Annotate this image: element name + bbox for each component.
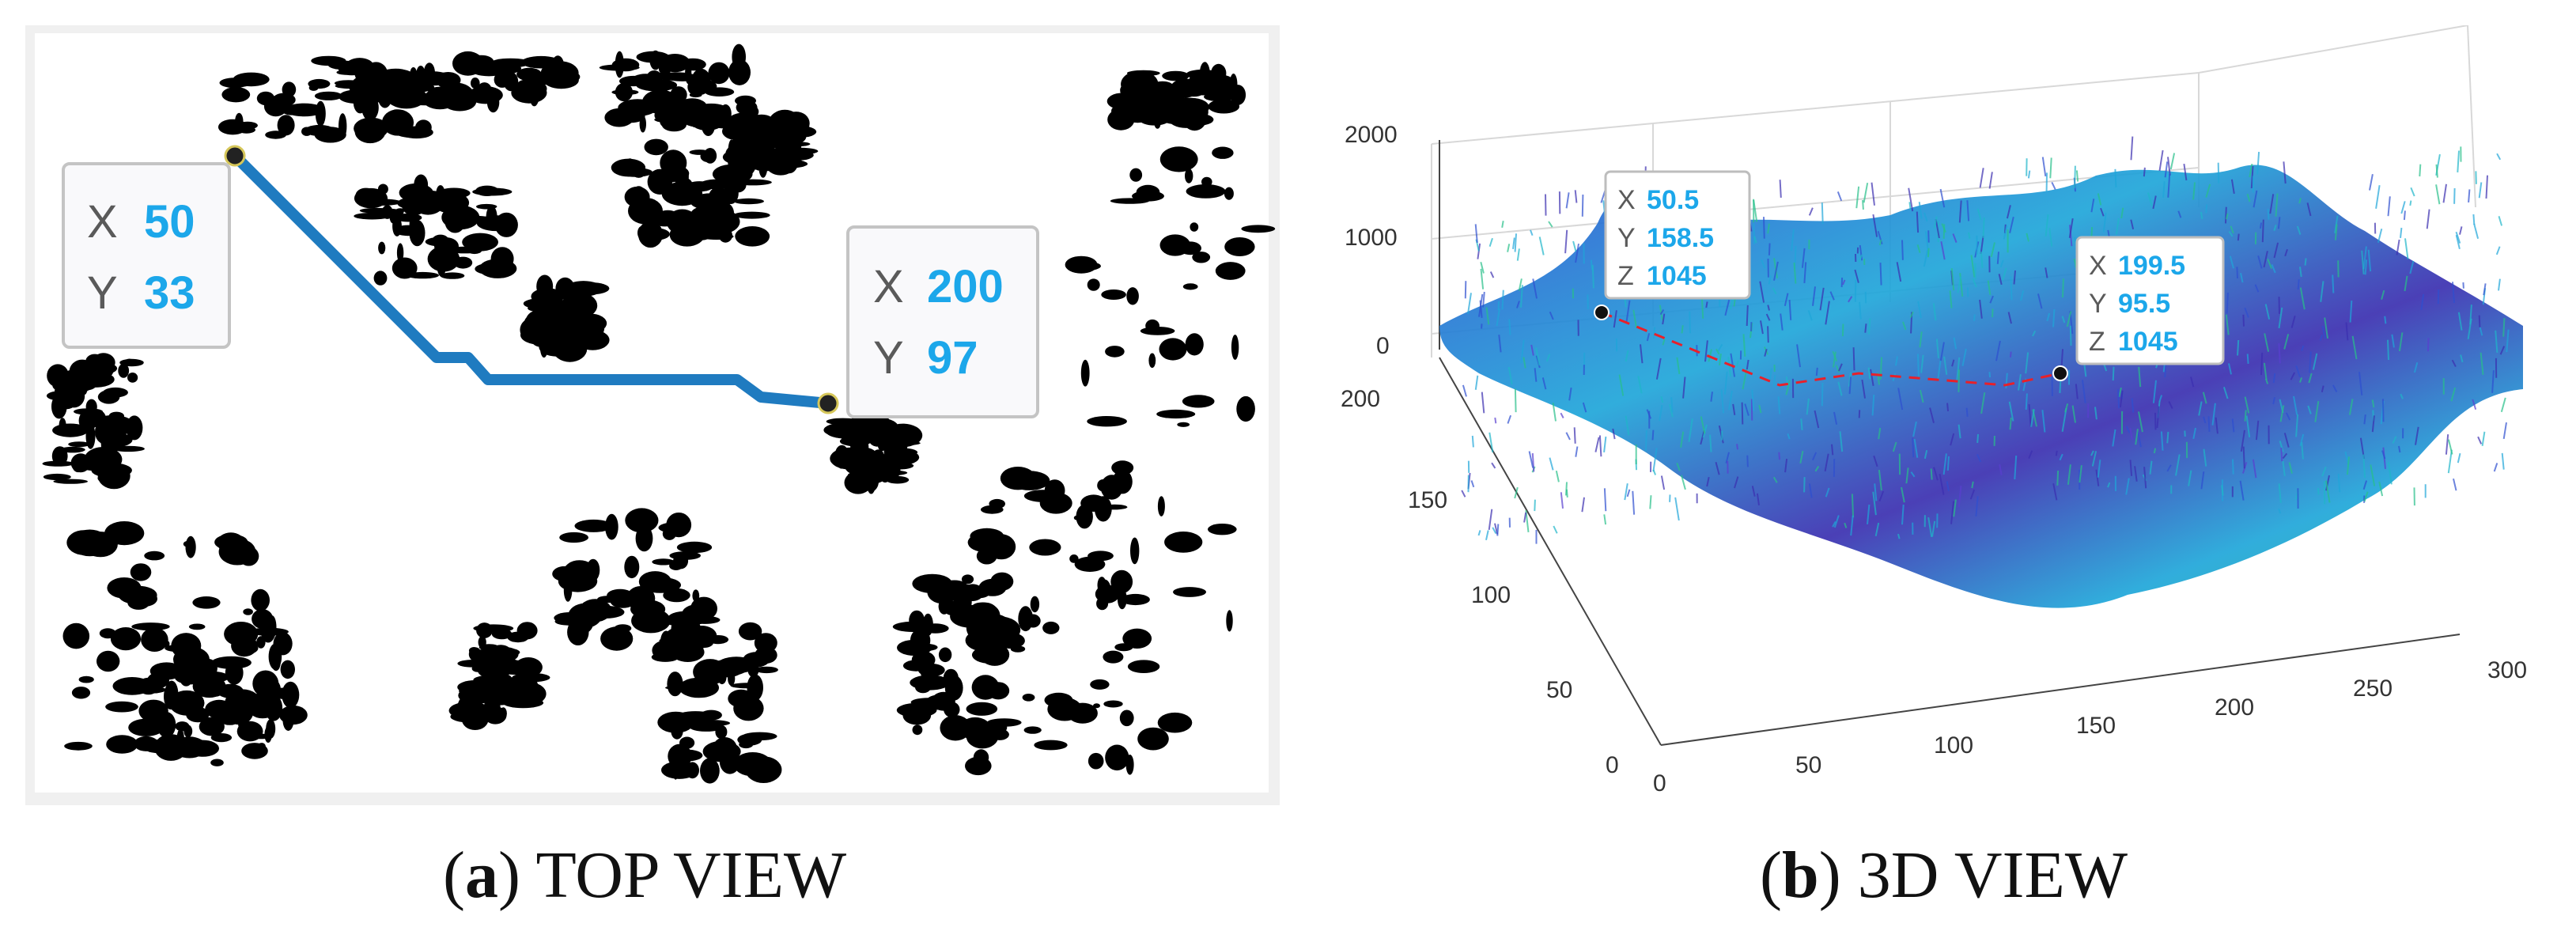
caption-top-view: (a) TOP VIEW	[443, 838, 847, 912]
route-start-marker-3d[interactable]	[1594, 305, 1610, 320]
terrain-mask	[42, 44, 1276, 784]
datatip-z-key: Z	[2089, 327, 2105, 357]
3d-view-panel: X 50.5 Y 158.5 Z 1045 X 199.5 Y 95.5 Z 1…	[1337, 25, 2555, 805]
datatip-x-value: 50.5	[1647, 185, 1699, 215]
x-tick-50: 50	[1795, 752, 1821, 778]
datatip-x-key: X	[87, 196, 118, 248]
datatip-y-key: Y	[1617, 223, 1636, 253]
route-start-marker[interactable]	[224, 145, 246, 167]
y-tick-0: 0	[1606, 752, 1619, 778]
x-tick-250: 250	[2353, 675, 2393, 702]
caption-letter: b	[1781, 838, 1819, 912]
y-tick-100: 100	[1471, 582, 1511, 608]
datatip-end-3d[interactable]: X 199.5 Y 95.5 Z 1045	[2075, 236, 2225, 365]
caption-letter: a	[464, 838, 498, 912]
z-tick-2000: 2000	[1345, 122, 1398, 148]
datatip-end[interactable]: X 200 Y 97	[846, 225, 1039, 418]
z-tick-1000: 1000	[1345, 225, 1398, 251]
datatip-z-key: Z	[1617, 261, 1634, 291]
datatip-x-value: 50	[144, 196, 195, 248]
datatip-y-value: 158.5	[1647, 223, 1714, 253]
axis-lines	[1439, 140, 2461, 746]
x-tick-0: 0	[1653, 770, 1666, 796]
datatip-y-value: 95.5	[2118, 289, 2170, 319]
z-tick-0: 0	[1376, 333, 1390, 359]
top-view-panel: X 50 Y 33 X 200 Y 97	[25, 25, 1280, 805]
datatip-x-key: X	[2089, 251, 2107, 281]
y-tick-150: 150	[1408, 487, 1447, 513]
datatip-z-value: 1045	[1647, 261, 1707, 291]
datatip-y-key: Y	[873, 332, 904, 384]
x-tick-300: 300	[2487, 657, 2527, 683]
x-tick-150: 150	[2076, 713, 2116, 739]
x-tick-100: 100	[1934, 732, 1973, 759]
datatip-x-value: 199.5	[2118, 251, 2185, 281]
caption-3d-view: (b) 3D VIEW	[1760, 838, 2128, 912]
datatip-start-3d[interactable]: X 50.5 Y 158.5 Z 1045	[1604, 170, 1751, 300]
route-end-marker[interactable]	[817, 392, 839, 414]
datatip-y-key: Y	[87, 267, 118, 319]
y-tick-50: 50	[1546, 677, 1572, 703]
x-tick-200: 200	[2215, 694, 2254, 721]
caption-text: TOP VIEW	[535, 838, 847, 912]
datatip-x-key: X	[873, 261, 904, 312]
route-path-3d	[1601, 311, 2061, 387]
top-view-map: X 50 Y 33 X 200 Y 97	[35, 33, 1276, 793]
datatip-y-key: Y	[2089, 289, 2107, 319]
datatip-x-key: X	[1617, 185, 1636, 215]
datatip-y-value: 97	[927, 332, 978, 384]
datatip-start[interactable]: X 50 Y 33	[62, 162, 231, 349]
caption-text: 3D VIEW	[1857, 838, 2128, 912]
3d-surface-plot: X 50.5 Y 158.5 Z 1045 X 199.5 Y 95.5 Z 1…	[1337, 25, 2555, 805]
datatip-x-value: 200	[927, 261, 1004, 312]
y-tick-200: 200	[1341, 386, 1380, 412]
route-end-marker-3d[interactable]	[2052, 365, 2068, 381]
datatip-y-value: 33	[144, 267, 195, 319]
datatip-z-value: 1045	[2118, 327, 2178, 357]
route-path	[231, 152, 829, 409]
